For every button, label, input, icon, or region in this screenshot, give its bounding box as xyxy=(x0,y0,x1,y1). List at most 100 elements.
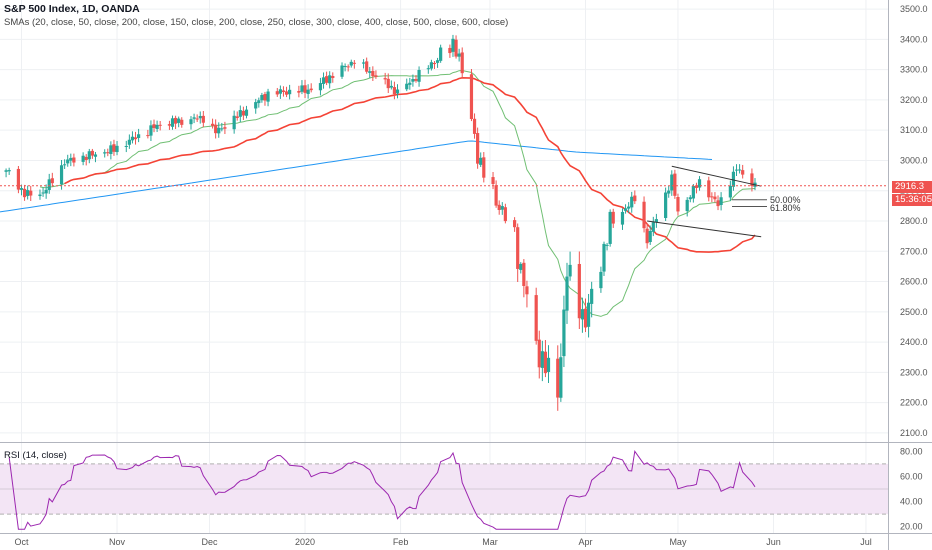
candle xyxy=(623,204,628,214)
candle-body xyxy=(513,220,517,228)
candle xyxy=(451,34,455,57)
candle xyxy=(627,202,631,213)
candle xyxy=(244,105,249,119)
candle xyxy=(469,68,474,122)
candle xyxy=(16,166,21,194)
candle xyxy=(198,111,202,124)
candle-body xyxy=(590,288,594,304)
candle xyxy=(127,134,131,149)
candle-body xyxy=(361,62,366,64)
candle-body xyxy=(47,179,51,191)
candle-body xyxy=(697,179,702,188)
candle-body xyxy=(201,115,205,123)
candle-body xyxy=(645,228,649,244)
sma-200-path xyxy=(0,140,713,213)
sma-20-line xyxy=(39,69,756,317)
candle-body xyxy=(254,102,258,109)
candle-body xyxy=(127,139,131,145)
candle xyxy=(565,262,569,324)
candle-body xyxy=(494,185,498,206)
candle xyxy=(26,185,30,200)
time-tick-label: 2020 xyxy=(295,537,315,547)
candle xyxy=(537,330,541,379)
candle xyxy=(577,251,581,330)
price-tick-label: 2300.0 xyxy=(900,367,928,377)
candle xyxy=(642,196,646,233)
candle-body xyxy=(583,308,588,328)
candle-body xyxy=(263,94,267,101)
candle xyxy=(170,115,175,130)
candle xyxy=(454,35,458,59)
candle-body xyxy=(537,339,541,368)
candle-body xyxy=(460,52,464,74)
candle xyxy=(361,59,366,69)
price-tick-label: 2600.0 xyxy=(900,277,928,287)
candle xyxy=(275,87,279,97)
candle-body xyxy=(66,159,70,164)
time-tick-label: May xyxy=(669,537,687,547)
candle xyxy=(106,148,110,157)
candle xyxy=(278,85,282,99)
candle xyxy=(284,86,289,98)
candle xyxy=(630,191,634,213)
candle-body xyxy=(694,185,699,188)
candle-body xyxy=(192,117,196,119)
candle-body xyxy=(300,85,304,92)
candle xyxy=(180,117,184,128)
candle xyxy=(590,281,594,318)
candle xyxy=(694,182,699,194)
candle xyxy=(457,48,461,62)
candle-body xyxy=(482,157,486,178)
candle xyxy=(371,66,375,82)
candle xyxy=(352,60,356,69)
candle-body xyxy=(177,118,181,123)
candle xyxy=(516,223,520,282)
candle-body xyxy=(439,47,443,61)
candle xyxy=(281,86,286,97)
candle xyxy=(343,63,347,72)
candle-body xyxy=(133,137,138,140)
countdown-badge: 15:36:05 xyxy=(892,194,932,206)
price-tick-label: 2200.0 xyxy=(900,398,928,408)
candle xyxy=(149,120,153,142)
candle-body xyxy=(457,53,461,57)
candle xyxy=(435,57,440,68)
candle-body xyxy=(180,119,184,125)
candle-body xyxy=(87,151,91,160)
candle xyxy=(59,160,64,190)
candle-body xyxy=(26,190,30,196)
candle-body xyxy=(19,188,24,190)
candle-body xyxy=(392,87,397,95)
candle xyxy=(41,187,45,197)
candle xyxy=(448,44,452,58)
candle xyxy=(173,115,178,130)
candle-body xyxy=(198,115,202,119)
candle-body xyxy=(516,227,520,269)
candle-body xyxy=(608,211,612,244)
candle-body xyxy=(22,188,27,198)
candle xyxy=(482,152,486,183)
candle-body xyxy=(676,196,680,212)
candle-body xyxy=(519,263,523,270)
candle-body xyxy=(737,169,742,171)
candle-body xyxy=(713,196,717,200)
candle-body xyxy=(195,118,199,120)
candle xyxy=(7,167,11,175)
candle xyxy=(87,148,91,164)
candle-body xyxy=(411,79,415,82)
time-tick-label: Oct xyxy=(14,537,29,547)
candle xyxy=(651,216,655,237)
candle-body xyxy=(623,208,628,211)
candle xyxy=(503,203,507,224)
candle-body xyxy=(685,199,689,212)
candle xyxy=(602,241,606,276)
candle-body xyxy=(306,89,310,94)
candle-body xyxy=(719,197,723,205)
candle-body xyxy=(331,76,335,78)
candle-body xyxy=(158,124,162,126)
candle-body xyxy=(130,136,135,141)
candle-body xyxy=(7,170,11,172)
candle xyxy=(586,293,591,338)
candle-body xyxy=(568,264,572,277)
